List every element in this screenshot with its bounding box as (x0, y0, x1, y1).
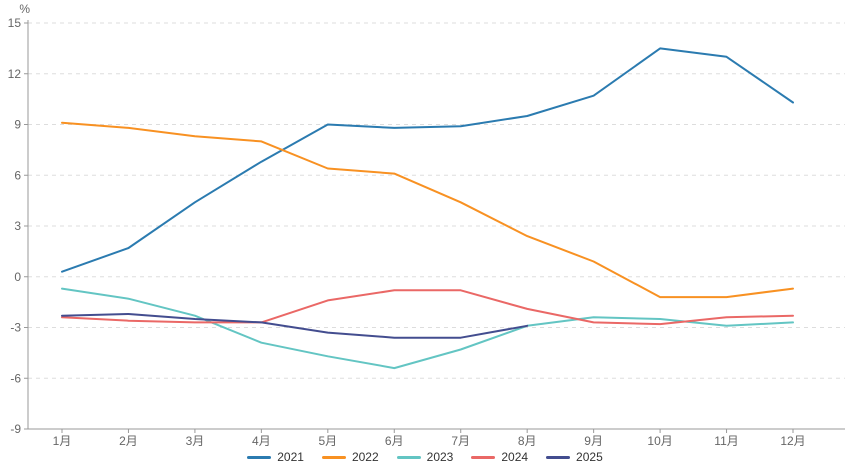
x-tick-label: 1月 (53, 434, 72, 448)
legend-item-2022[interactable]: 2022 (321, 450, 379, 464)
x-tick-label: 2月 (119, 434, 138, 448)
legend-item-2025[interactable]: 2025 (546, 451, 603, 463)
legend-label: 2025 (576, 450, 603, 464)
x-tick-label: 9月 (584, 434, 603, 448)
legend-label: 2023 (426, 450, 454, 464)
legend-line-swatch (321, 455, 346, 459)
series-line-2025 (61, 313, 529, 339)
x-tick-label: 8月 (518, 434, 537, 448)
legend-item-2021[interactable]: 2021 (247, 451, 304, 463)
legend-line-swatch (247, 455, 272, 459)
y-axis-unit-label: % (19, 2, 30, 16)
legend: 2021 2022 2023 2024 2025 (0, 451, 850, 463)
x-tick-label: 7月 (451, 434, 470, 448)
x-tick-label: 3月 (186, 434, 205, 448)
series-line-2021 (61, 47, 794, 273)
series-line-2023 (61, 287, 794, 370)
legend-label: 2022 (351, 450, 379, 464)
y-tick-label: -9 (10, 422, 21, 436)
x-tick-label: 4月 (252, 434, 271, 448)
legend-line-swatch (546, 455, 571, 459)
x-tick-label: 5月 (318, 434, 337, 448)
x-tick-label: 10月 (647, 434, 672, 448)
y-tick-label: 9 (14, 118, 21, 132)
y-tick-label: 15 (8, 16, 22, 30)
y-tick-label: -3 (10, 321, 21, 335)
y-tick-label: 0 (14, 270, 21, 284)
legend-label: 2024 (501, 450, 529, 464)
y-tick-label: 12 (8, 67, 22, 81)
legend-item-2024[interactable]: 2024 (471, 451, 528, 463)
y-tick-label: 3 (14, 219, 21, 233)
legend-line-swatch (471, 455, 496, 459)
x-tick-label: 12月 (780, 434, 805, 448)
legend-label: 2021 (277, 450, 304, 464)
y-tick-label: 6 (14, 168, 21, 182)
x-tick-label: 6月 (385, 434, 404, 448)
legend-item-2023[interactable]: 2023 (396, 450, 454, 464)
series-line-2024 (61, 289, 794, 326)
x-tick-label: 11月 (714, 434, 738, 448)
legend-line-swatch (396, 455, 421, 459)
series-line-2022 (61, 121, 794, 299)
y-tick-label: -6 (10, 371, 21, 385)
